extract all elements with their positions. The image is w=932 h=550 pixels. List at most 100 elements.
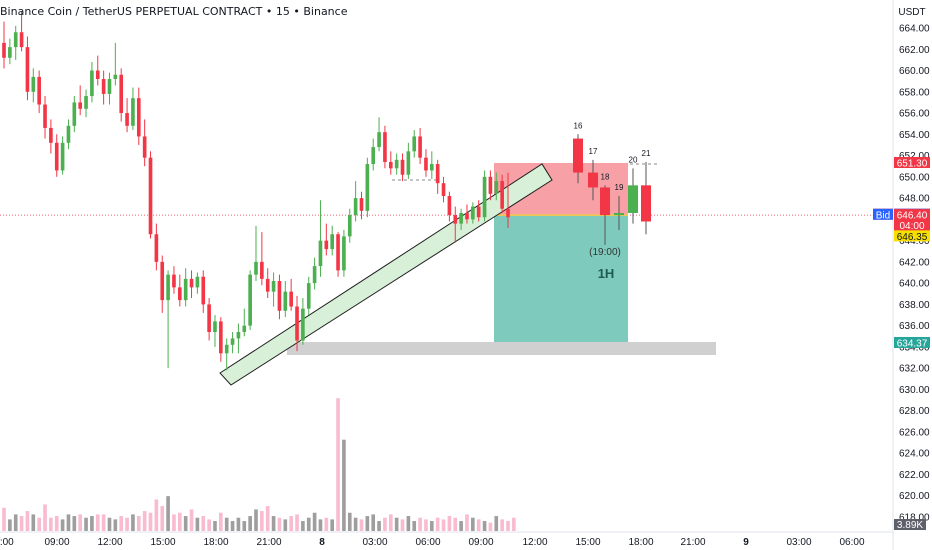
price-tag-side bbox=[873, 208, 893, 220]
candle-body bbox=[260, 261, 264, 279]
volume-bar bbox=[459, 521, 463, 531]
volume-bar bbox=[189, 509, 194, 531]
candle-body bbox=[277, 281, 282, 311]
candle-body bbox=[66, 125, 71, 143]
candle-body bbox=[500, 181, 504, 209]
candle-body bbox=[183, 278, 188, 301]
price-tick: 626.00 bbox=[899, 427, 930, 438]
candle-body bbox=[412, 136, 417, 152]
hourly-candle-body bbox=[588, 172, 598, 188]
volume-bar bbox=[441, 519, 446, 531]
volume-bar bbox=[400, 519, 405, 531]
candle-body bbox=[471, 206, 475, 220]
candle-body bbox=[131, 98, 135, 126]
candle-body bbox=[441, 183, 446, 196]
volume-bar bbox=[25, 511, 30, 531]
price-axis[interactable]: USDT 664.00 662.00 660.00 658.00 656.00 654.00… bbox=[898, 7, 930, 524]
volume-bar bbox=[19, 516, 24, 531]
volume-bar bbox=[49, 517, 53, 531]
candle-body bbox=[295, 306, 299, 341]
time-tick: 12:00 bbox=[522, 537, 547, 548]
price-tick: 630.00 bbox=[899, 385, 930, 396]
volume-tag: 3.89K bbox=[894, 519, 926, 531]
candle-body bbox=[265, 278, 270, 292]
candle-body bbox=[213, 321, 217, 333]
volume-bar bbox=[383, 517, 387, 531]
price-tag-box bbox=[894, 209, 930, 221]
candle-body bbox=[148, 157, 153, 235]
volume-bar bbox=[494, 516, 499, 531]
currency-label: USDT bbox=[898, 7, 925, 18]
candle-body bbox=[13, 32, 18, 48]
candle-body bbox=[119, 74, 124, 114]
candle-body bbox=[37, 76, 41, 105]
volume-bar bbox=[306, 517, 311, 531]
candle-body bbox=[301, 308, 305, 341]
candle-body bbox=[453, 215, 458, 224]
support-band bbox=[287, 341, 716, 355]
volume-bar bbox=[289, 516, 293, 531]
candle-body bbox=[189, 278, 194, 288]
volume-bar bbox=[195, 517, 200, 531]
volume-bar bbox=[90, 516, 94, 531]
price-tag: 634.37 bbox=[894, 336, 930, 349]
candle-body bbox=[25, 47, 30, 92]
candle-body bbox=[271, 281, 276, 292]
hourly-candle-body bbox=[641, 185, 651, 222]
volume-bar bbox=[113, 519, 118, 531]
candle-body bbox=[125, 113, 129, 126]
hourly-candle-body bbox=[600, 187, 610, 216]
candle-body bbox=[359, 198, 364, 211]
price-tag-text: 634.37 bbox=[897, 338, 928, 349]
candle-body bbox=[494, 181, 499, 194]
hourly-candle-label: 20 bbox=[629, 155, 638, 164]
volume-bar bbox=[336, 398, 340, 531]
volume-bar bbox=[154, 499, 159, 531]
candle-body bbox=[224, 344, 229, 354]
price-tick: 648.00 bbox=[899, 194, 930, 205]
candle-body bbox=[365, 164, 370, 211]
time-tick: 03:00 bbox=[786, 537, 811, 548]
volume-bar bbox=[512, 517, 516, 531]
price-tag-box bbox=[894, 336, 930, 348]
candle-body bbox=[406, 151, 411, 175]
volume-bar bbox=[78, 514, 83, 531]
timeframe-label: 1H bbox=[598, 266, 615, 281]
time-tick: 12:00 bbox=[97, 537, 122, 548]
candle-body bbox=[312, 266, 317, 284]
volume-bar bbox=[406, 516, 411, 531]
volume-bar bbox=[248, 516, 252, 531]
volume-bar bbox=[283, 519, 288, 531]
candle-body bbox=[31, 76, 36, 92]
volume-bar bbox=[8, 519, 12, 531]
price-tag: 646.40 bbox=[894, 209, 930, 222]
time-tick: 21:00 bbox=[256, 537, 281, 548]
candle-body bbox=[43, 104, 47, 128]
volume-bar bbox=[136, 516, 141, 531]
volume-bar bbox=[242, 521, 247, 531]
volume-bar bbox=[148, 512, 153, 531]
price-tick: 660.00 bbox=[899, 66, 930, 77]
volume-bar bbox=[377, 521, 381, 531]
candle-body bbox=[418, 136, 422, 158]
symbol-title: Binance Coin / TetherUS PERPETUAL CONTRA… bbox=[0, 5, 348, 18]
price-tick: 642.00 bbox=[899, 257, 930, 268]
candle-body bbox=[347, 215, 352, 237]
price-tick: 622.00 bbox=[899, 470, 930, 481]
price-tick: 618.00 bbox=[899, 513, 930, 524]
candle-body bbox=[142, 136, 147, 158]
price-tick: 662.00 bbox=[899, 45, 930, 56]
volume-bars bbox=[2, 398, 516, 531]
volume-bar bbox=[506, 521, 510, 531]
volume-bar bbox=[271, 516, 276, 531]
volume-bar bbox=[60, 519, 65, 531]
volume-bar bbox=[54, 516, 59, 531]
volume-bar bbox=[347, 512, 352, 531]
candle-body bbox=[306, 283, 311, 309]
volume-bar bbox=[447, 516, 452, 531]
hourly-candle-label: 21 bbox=[642, 149, 651, 158]
time-axis[interactable]: 6:00 09:00 12:00 15:00 18:00 21:00 8 03:00 06:00… bbox=[0, 537, 865, 548]
candle-body bbox=[488, 176, 493, 194]
candle-body bbox=[160, 261, 165, 301]
